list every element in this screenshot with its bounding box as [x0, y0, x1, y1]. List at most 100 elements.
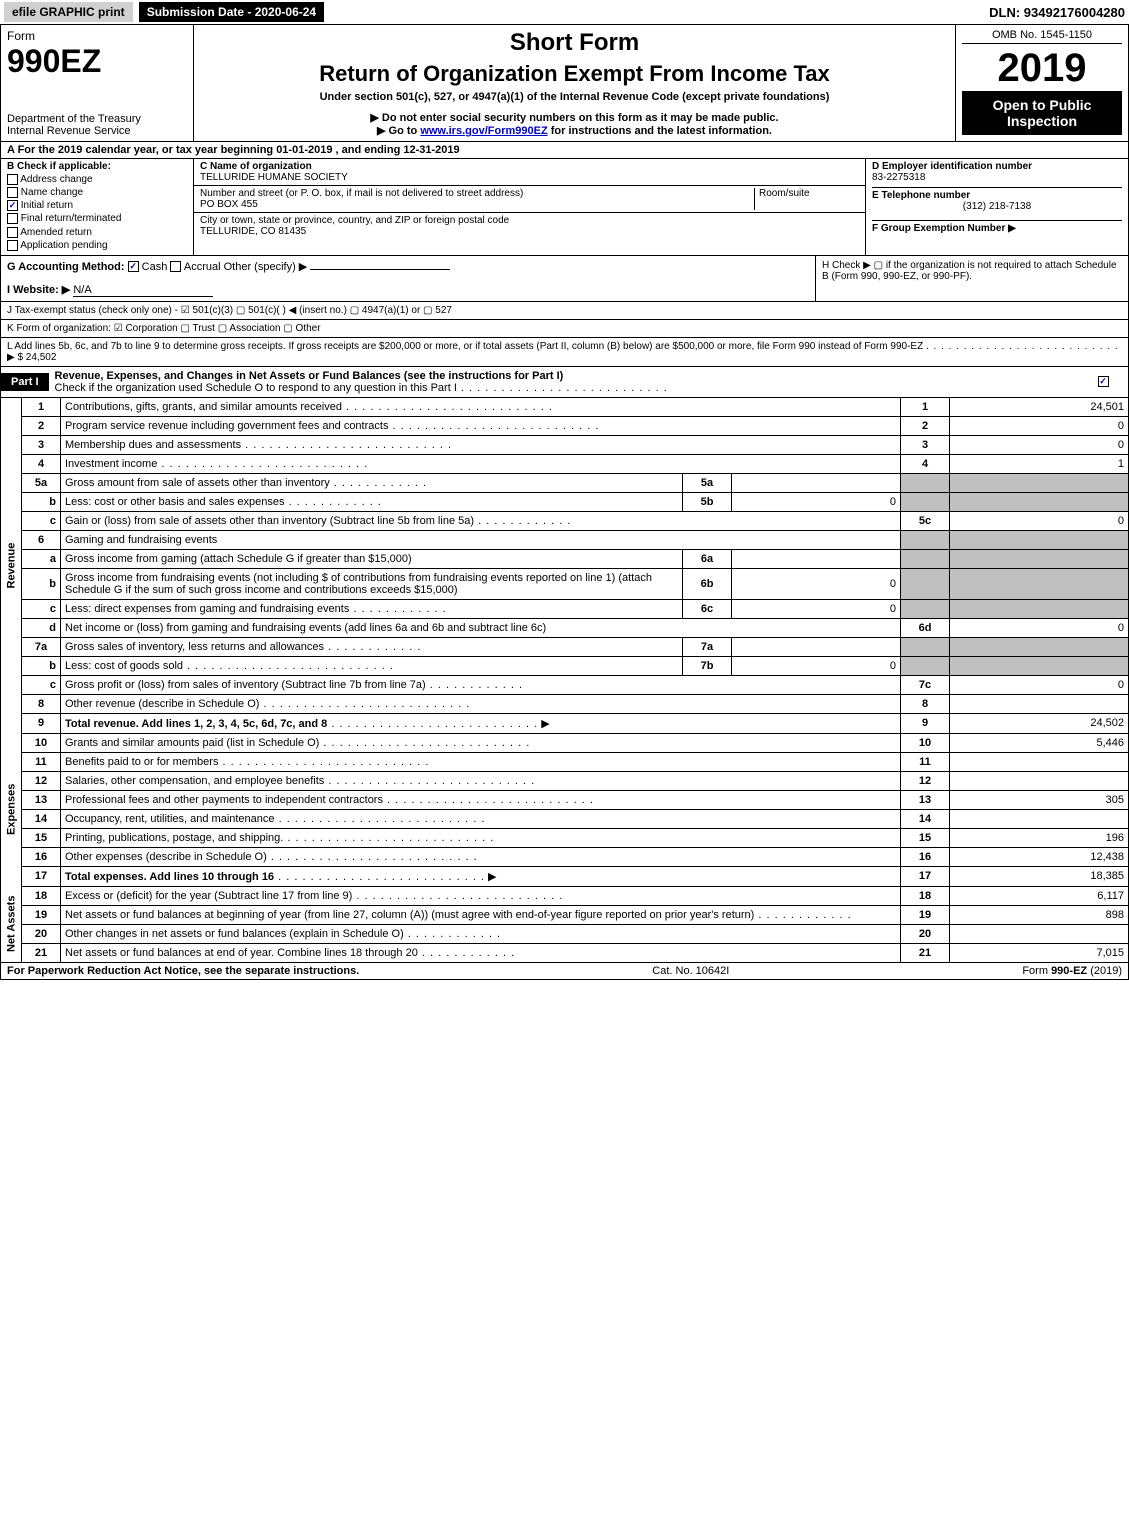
top-bar-left: efile GRAPHIC print Submission Date - 20…: [4, 2, 324, 22]
l5b-box: 5b: [683, 492, 732, 511]
ein-label: D Employer identification number: [872, 161, 1122, 172]
chk-initial-return[interactable]: Initial return: [7, 200, 187, 211]
l4-num: 4: [22, 454, 61, 473]
l12-num: 12: [22, 771, 61, 790]
chk-application-pending[interactable]: Application pending: [7, 240, 187, 251]
col-b-checkboxes: B Check if applicable: Address change Na…: [1, 159, 194, 255]
part-i-checkbox[interactable]: [1078, 376, 1128, 388]
footer-mid: Cat. No. 10642I: [652, 965, 729, 977]
chk-label-final: Final return/terminated: [21, 214, 122, 225]
l17-desc: Total expenses. Add lines 10 through 16: [65, 871, 274, 883]
k-form-of-organization: K Form of organization: ☑ Corporation ▢ …: [0, 320, 1129, 338]
l18-num: 18: [22, 886, 61, 905]
l6c-grey2: [950, 599, 1129, 618]
irs-link[interactable]: www.irs.gov/Form990EZ: [420, 125, 547, 137]
l16-desc: Other expenses (describe in Schedule O): [65, 851, 267, 863]
l2-num: 2: [22, 416, 61, 435]
l6a-desc: Gross income from gaming (attach Schedul…: [61, 549, 683, 568]
website-val: N/A: [73, 284, 213, 297]
line-1: Revenue 1 Contributions, gifts, grants, …: [1, 398, 1129, 417]
l14-fval: [950, 809, 1129, 828]
omb-number: OMB No. 1545-1150: [962, 29, 1122, 44]
chk-name-change[interactable]: Name change: [7, 187, 187, 198]
l9-desc: Total revenue. Add lines 1, 2, 3, 4, 5c,…: [65, 718, 327, 730]
l7a-grey2: [950, 637, 1129, 656]
l7c-fnum: 7c: [901, 675, 950, 694]
l6c-desc: Less: direct expenses from gaming and fu…: [65, 603, 349, 615]
l-amount: ▶ $ 24,502: [7, 352, 56, 363]
l20-desc: Other changes in net assets or fund bala…: [65, 928, 404, 940]
l7b-desc: Less: cost of goods sold: [65, 660, 183, 672]
l12-fnum: 12: [901, 771, 950, 790]
l5b-grey: [901, 492, 950, 511]
l18-fval: 6,117: [950, 886, 1129, 905]
line-6b: b Gross income from fundraising events (…: [1, 568, 1129, 599]
l6b-box: 6b: [683, 568, 732, 599]
l7c-num: c: [22, 675, 61, 694]
tel-val: (312) 218-7138: [872, 201, 1122, 212]
l17-num: 17: [22, 866, 61, 886]
l10-fnum: 10: [901, 733, 950, 752]
tax-year: 2019: [962, 46, 1122, 91]
dln-text: DLN: 93492176004280: [989, 5, 1125, 20]
city-label: City or town, state or province, country…: [200, 215, 859, 226]
header-mid: Short Form Return of Organization Exempt…: [194, 25, 956, 141]
line-16: 16 Other expenses (describe in Schedule …: [1, 847, 1129, 866]
l19-fval: 898: [950, 905, 1129, 924]
line-9: 9 Total revenue. Add lines 1, 2, 3, 4, 5…: [1, 713, 1129, 733]
chk-accrual[interactable]: [170, 261, 181, 272]
l15-fnum: 15: [901, 828, 950, 847]
l16-fval: 12,438: [950, 847, 1129, 866]
l19-desc: Net assets or fund balances at beginning…: [65, 909, 754, 921]
l6-grey: [901, 530, 950, 549]
l14-fnum: 14: [901, 809, 950, 828]
l6-num: 6: [22, 530, 61, 549]
h-schedule-b: H Check ▶ ▢ if the organization is not r…: [815, 256, 1128, 301]
l5c-fnum: 5c: [901, 511, 950, 530]
submission-date-button[interactable]: Submission Date - 2020-06-24: [139, 2, 324, 22]
header-left: Form 990EZ Department of the Treasury In…: [1, 25, 194, 141]
efile-print-button[interactable]: efile GRAPHIC print: [4, 2, 133, 22]
lines-table: Revenue 1 Contributions, gifts, grants, …: [0, 398, 1129, 963]
l6a-grey2: [950, 549, 1129, 568]
other-specify-input[interactable]: [310, 269, 450, 270]
l1-num: 1: [22, 398, 61, 417]
l8-fnum: 8: [901, 694, 950, 713]
l16-fnum: 16: [901, 847, 950, 866]
l17-arrow: ▶: [488, 871, 496, 883]
l4-fval: 1: [950, 454, 1129, 473]
l7b-box: 7b: [683, 656, 732, 675]
line-4: 4 Investment income 4 1: [1, 454, 1129, 473]
l7a-boxval: [732, 637, 901, 656]
l2-fnum: 2: [901, 416, 950, 435]
line-12: 12 Salaries, other compensation, and emp…: [1, 771, 1129, 790]
chk-label-pending: Application pending: [20, 240, 107, 251]
l11-fnum: 11: [901, 752, 950, 771]
l5b-desc: Less: cost or other basis and sales expe…: [65, 496, 285, 508]
l6d-num: d: [22, 618, 61, 637]
chk-cash[interactable]: [128, 261, 139, 272]
line-7c: c Gross profit or (loss) from sales of i…: [1, 675, 1129, 694]
chk-final-return[interactable]: Final return/terminated: [7, 213, 187, 224]
l10-num: 10: [22, 733, 61, 752]
l13-num: 13: [22, 790, 61, 809]
form-number: 990EZ: [7, 43, 187, 80]
under-section-text: Under section 501(c), 527, or 4947(a)(1)…: [200, 91, 949, 103]
l1-fnum: 1: [901, 398, 950, 417]
l5b-grey2: [950, 492, 1129, 511]
l6b-num: b: [22, 568, 61, 599]
line-5c: c Gain or (loss) from sale of assets oth…: [1, 511, 1129, 530]
chk-address-change[interactable]: Address change: [7, 174, 187, 185]
org-name-label: C Name of organization: [200, 161, 859, 172]
short-form-title: Short Form: [200, 29, 949, 57]
l7b-grey2: [950, 656, 1129, 675]
l9-fval: 24,502: [950, 713, 1129, 733]
l-text: L Add lines 5b, 6c, and 7b to line 9 to …: [7, 341, 923, 352]
l7b-grey: [901, 656, 950, 675]
l6c-num: c: [22, 599, 61, 618]
l12-fval: [950, 771, 1129, 790]
line-14: 14 Occupancy, rent, utilities, and maint…: [1, 809, 1129, 828]
l3-fval: 0: [950, 435, 1129, 454]
chk-amended-return[interactable]: Amended return: [7, 227, 187, 238]
l10-desc: Grants and similar amounts paid (list in…: [65, 737, 319, 749]
